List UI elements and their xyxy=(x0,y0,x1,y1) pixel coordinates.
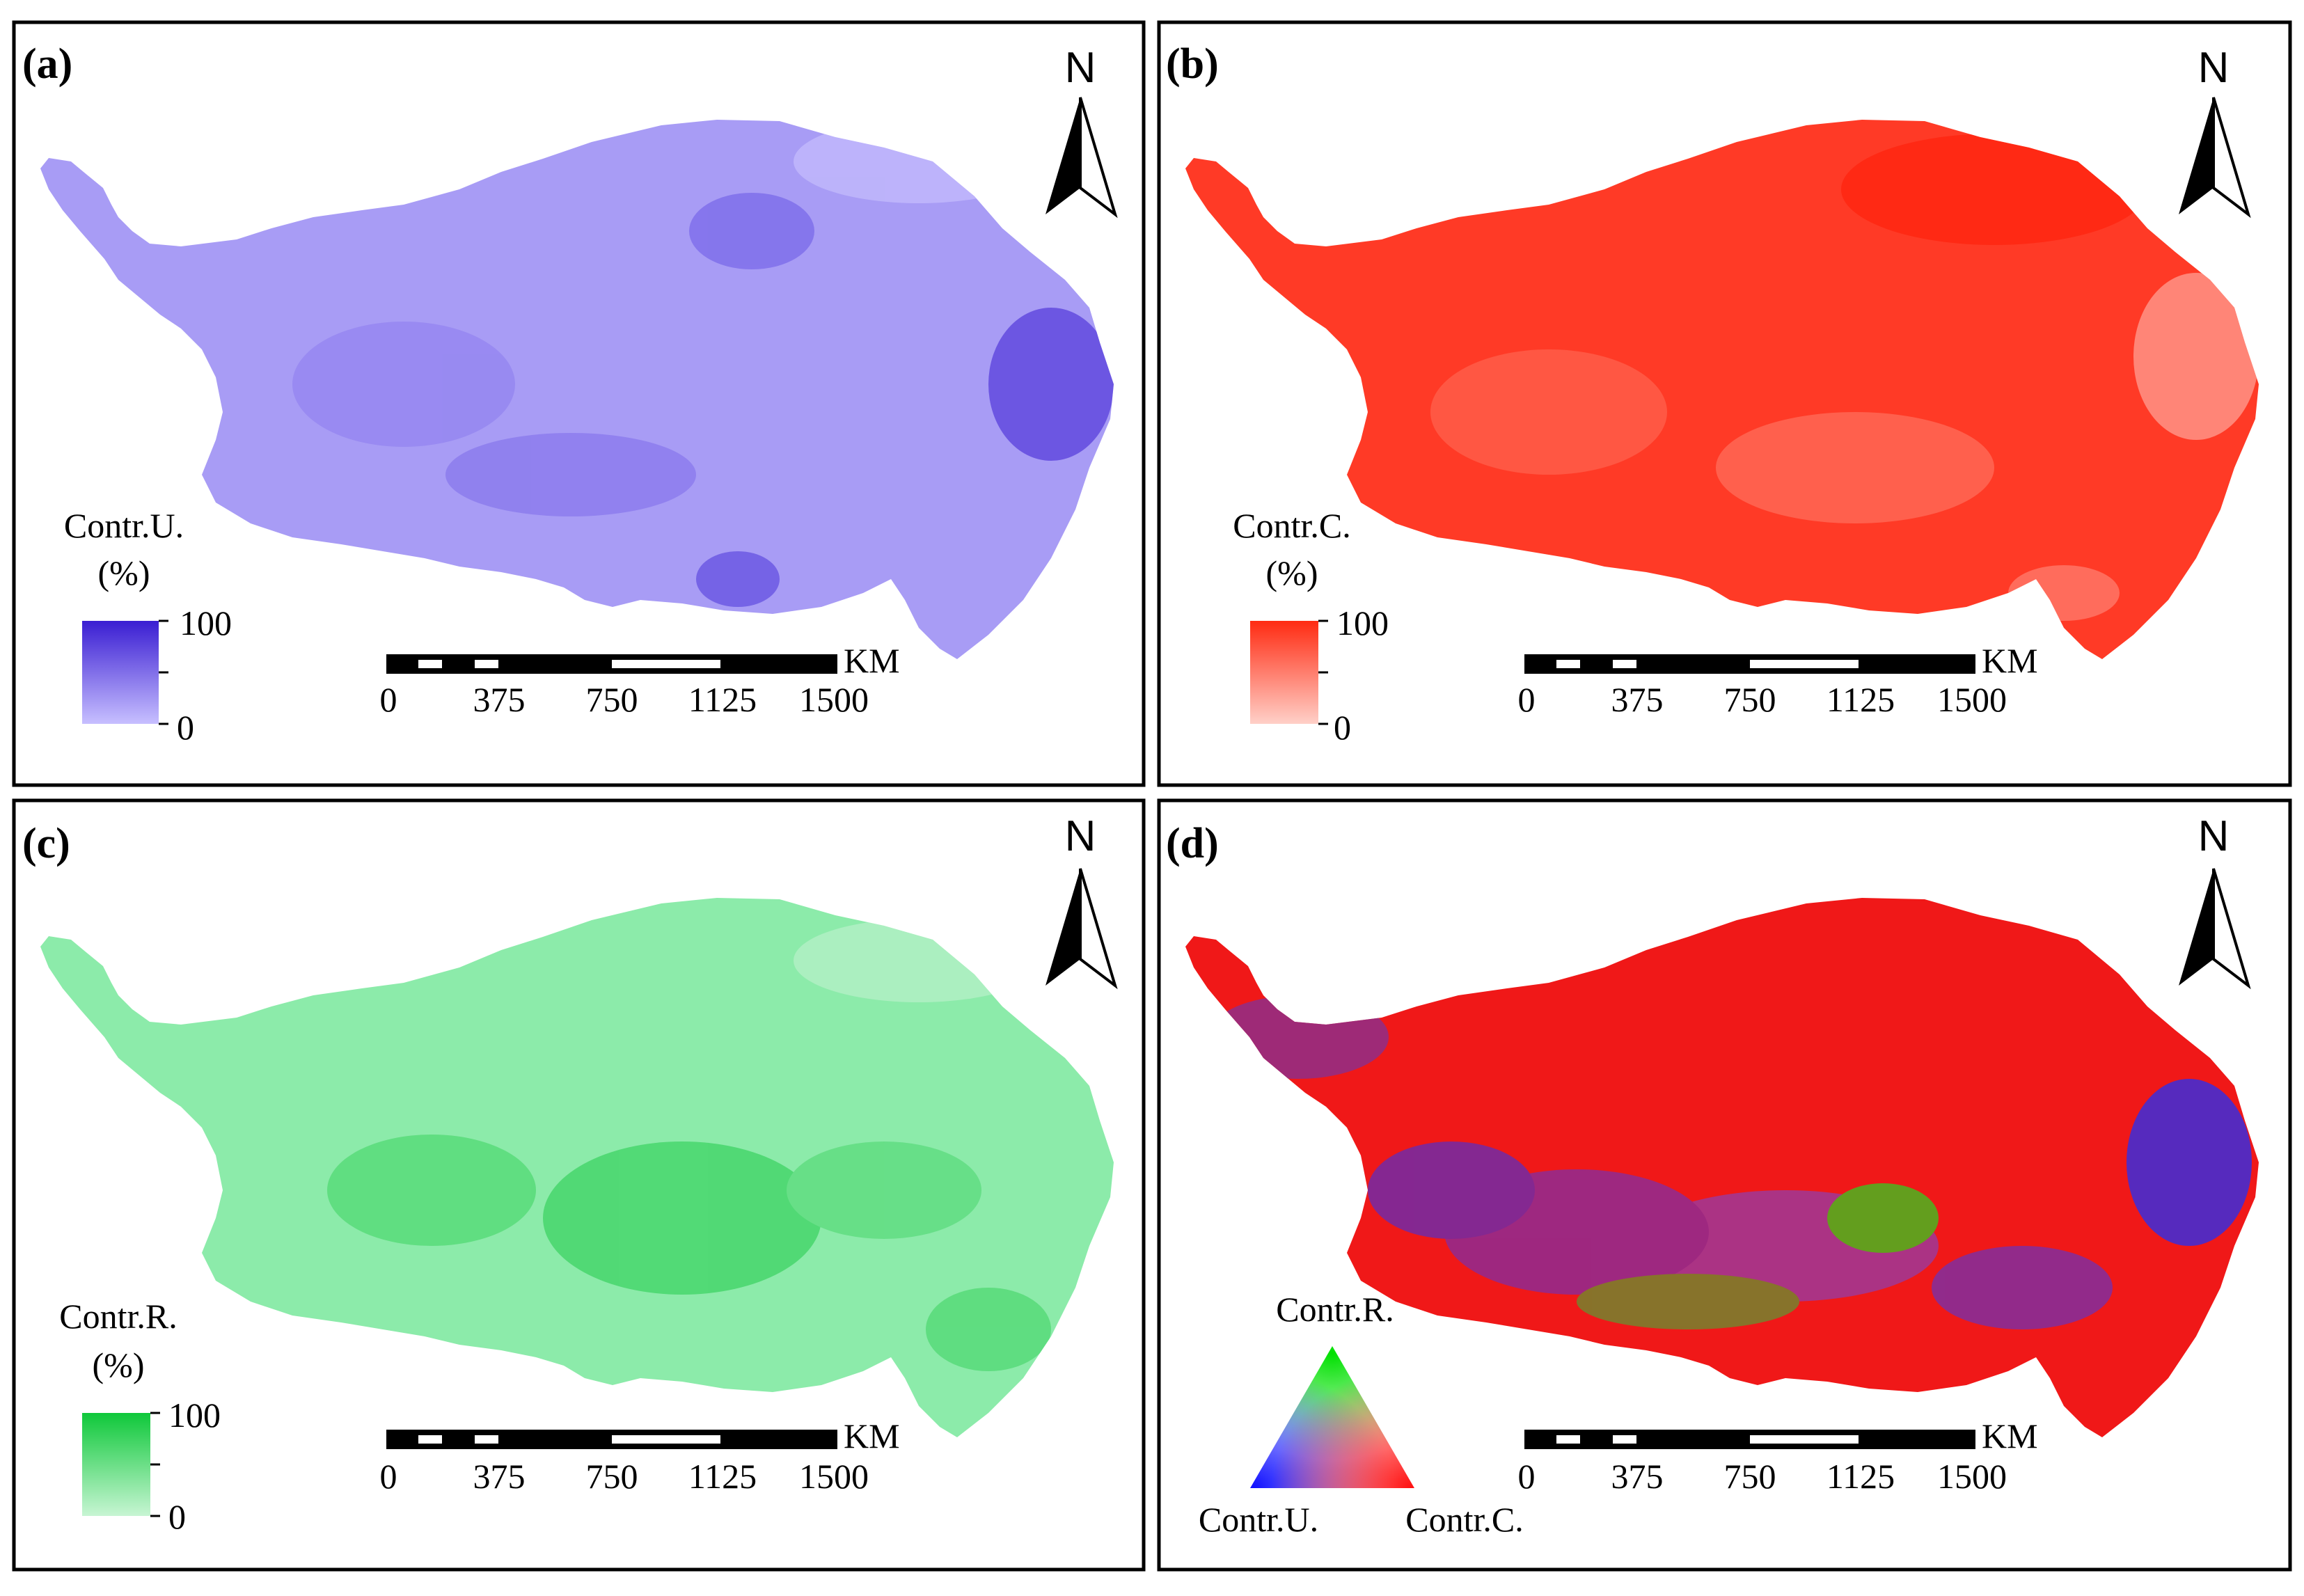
plateau-map-c xyxy=(40,898,1114,1437)
plateau-map-d xyxy=(1185,898,2259,1437)
scale-a-tick: 1125 xyxy=(688,680,757,719)
north-arrow-d: N xyxy=(2179,812,2251,990)
scale-b-tick: 375 xyxy=(1611,680,1664,719)
scale-d-tick: 1125 xyxy=(1826,1457,1895,1496)
legend-c-max: 100 xyxy=(168,1396,221,1435)
legend-c-min: 0 xyxy=(168,1497,186,1536)
legend-b-title: Contr.C. xyxy=(1233,506,1350,545)
ternary-left-label: Contr.U. xyxy=(1199,1500,1318,1539)
legend-b-min: 0 xyxy=(1334,708,1351,747)
scale-b-tick: 1500 xyxy=(1937,680,2007,719)
legend-b-colorbar xyxy=(1250,621,1318,724)
panel-a-label: (a) xyxy=(22,40,72,88)
scale-d-tick: 1500 xyxy=(1937,1457,2007,1496)
panel-b-frame xyxy=(1157,20,2292,787)
ternary-right-label: Contr.C. xyxy=(1405,1500,1523,1539)
scale-d-tick: 0 xyxy=(1518,1457,1536,1496)
legend-a-min: 0 xyxy=(177,708,194,747)
legend-a-max: 100 xyxy=(180,603,232,642)
scale-bar-d: KM 0 375 750 1125 1500 xyxy=(1518,1416,2038,1496)
north-arrow-a: N xyxy=(1046,44,1118,219)
scale-c-tick: 1125 xyxy=(688,1457,757,1496)
legend-c-title: Contr.R. xyxy=(59,1297,177,1336)
north-label: N xyxy=(1065,44,1096,92)
scale-c-tick: 750 xyxy=(586,1457,638,1496)
north-label: N xyxy=(1065,812,1096,860)
panel-c-label: (c) xyxy=(22,820,70,867)
scale-a-unit: KM xyxy=(844,641,900,680)
ternary-top-label: Contr.R. xyxy=(1276,1290,1394,1329)
scale-bar-a: KM 0 375 750 1125 1500 xyxy=(380,641,900,719)
plateau-map-a xyxy=(40,120,1114,659)
panel-d: (d) N Contr.R. xyxy=(1157,798,2292,1572)
scale-bar-b: KM 0 375 750 1125 1500 xyxy=(1518,641,2038,719)
legend-c-colorbar xyxy=(82,1413,150,1516)
legend-a-title: Contr.U. xyxy=(64,506,184,545)
north-label: N xyxy=(2198,44,2230,92)
panel-b-label: (b) xyxy=(1166,40,1219,88)
panel-a: (a) N Contr.U. (%) 100 xyxy=(12,20,1146,787)
scale-a-tick: 750 xyxy=(586,680,638,719)
ternary-color-triangle xyxy=(1250,1346,1414,1488)
ternary-legend: Contr.R. Contr.U. Contr.C. xyxy=(1199,1290,1524,1539)
scale-b-tick: 0 xyxy=(1518,680,1536,719)
scale-b-tick: 1125 xyxy=(1826,680,1895,719)
north-label: N xyxy=(2198,812,2230,860)
scale-c-tick: 375 xyxy=(473,1457,526,1496)
legend-a-unit: (%) xyxy=(98,553,150,592)
panel-a-frame xyxy=(12,20,1146,787)
scale-b-unit: KM xyxy=(1982,641,2038,680)
scale-a-tick: 1500 xyxy=(799,680,869,719)
panel-c: (c) N Contr.R. (%) 100 0 xyxy=(12,798,1146,1572)
scale-c-tick: 1500 xyxy=(799,1457,869,1496)
scale-c-tick: 0 xyxy=(380,1457,397,1496)
north-arrow-c: N xyxy=(1046,812,1118,990)
scale-d-unit: KM xyxy=(1982,1416,2038,1455)
scale-d-tick: 750 xyxy=(1724,1457,1776,1496)
panel-b: (b) N Contr.C. (%) 100 0 xyxy=(1157,20,2292,787)
scale-a-tick: 0 xyxy=(380,680,397,719)
legend-b: Contr.C. (%) 100 0 xyxy=(1233,506,1389,747)
scale-bar-c: KM 0 375 750 1125 1500 xyxy=(380,1416,900,1496)
panel-c-frame xyxy=(12,798,1146,1572)
plateau-map-b xyxy=(1185,120,2259,659)
legend-c-unit: (%) xyxy=(93,1345,145,1384)
panel-d-frame xyxy=(1157,798,2292,1572)
scale-d-tick: 375 xyxy=(1611,1457,1664,1496)
legend-a-colorbar xyxy=(82,621,159,724)
legend-b-unit: (%) xyxy=(1266,553,1318,592)
panel-d-label: (d) xyxy=(1166,820,1219,867)
legend-b-max: 100 xyxy=(1336,603,1389,642)
legend-a: Contr.U. (%) 100 0 xyxy=(64,506,232,747)
legend-c: Contr.R. (%) 100 0 xyxy=(59,1297,221,1536)
scale-c-unit: KM xyxy=(844,1416,900,1455)
scale-b-tick: 750 xyxy=(1724,680,1776,719)
scale-a-tick: 375 xyxy=(473,680,526,719)
north-arrow-b: N xyxy=(2179,44,2251,219)
